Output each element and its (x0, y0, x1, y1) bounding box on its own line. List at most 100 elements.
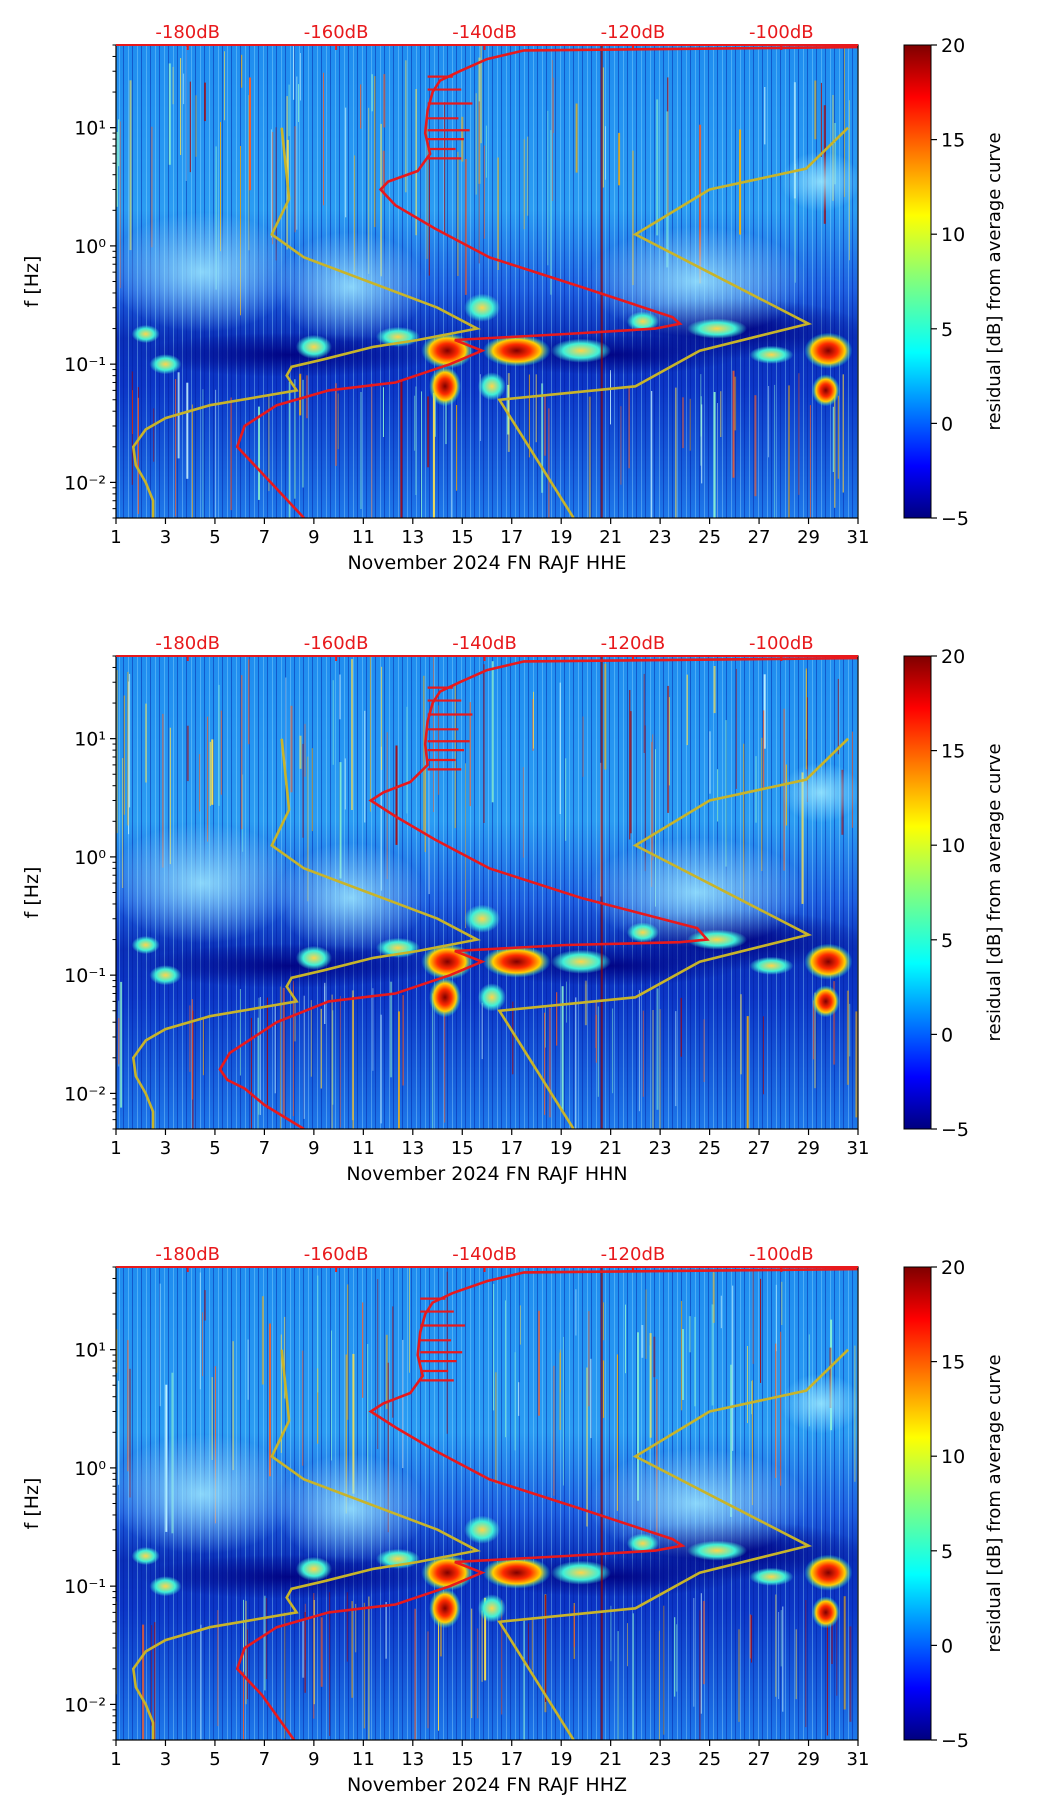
x-tick-label: 27 (748, 527, 771, 548)
heatmap-stripe (676, 1624, 678, 1692)
heatmap-stripe (224, 51, 225, 121)
x-tick-label: 29 (797, 1138, 820, 1159)
y-tick-label: 10⁻² (64, 1694, 106, 1716)
x-tick-label: 27 (748, 1749, 771, 1770)
heatmap-stripe (428, 768, 430, 895)
heatmap-hotspot (749, 1567, 794, 1586)
x-tick-label: 25 (698, 1138, 721, 1159)
heatmap-stripe (274, 1004, 276, 1094)
heatmap-stripe (282, 988, 285, 1118)
x-axis-label: November 2024 FN RAJF HHN (346, 1163, 627, 1185)
heatmap-pale-patch (587, 226, 808, 337)
average-psd-curve (218, 656, 858, 1129)
db-tick-label: -160dB (304, 633, 369, 654)
colorbar-label: residual [dB] from average curve (984, 132, 1005, 430)
heatmap-stripe (162, 713, 164, 868)
heatmap-stripe (478, 101, 480, 264)
heatmap-hotspot (626, 1533, 659, 1554)
heatmap-stripe (351, 659, 353, 810)
heatmap-stripe (831, 1609, 833, 1664)
heatmap-stripe (243, 1599, 244, 1672)
heatmap-hotspot (551, 949, 611, 974)
heatmap-stripe (352, 1353, 355, 1494)
heatmap-stripe (402, 995, 404, 1086)
heatmap-stripe (266, 997, 268, 1109)
heatmap-stripe (145, 703, 147, 783)
heatmap-pale-patch (780, 762, 858, 823)
x-axis-label: November 2024 FN RAJF HHE (347, 552, 626, 574)
heatmap-stripe (544, 395, 546, 456)
heatmap-stripe (426, 114, 428, 259)
heatmap-stripe (730, 1364, 733, 1517)
heatmap-stripe (533, 691, 534, 749)
heatmap-stripe (220, 710, 222, 795)
heatmap-hotspot (551, 1560, 611, 1585)
heatmap-stripe (363, 1602, 365, 1729)
heatmap-stripe (590, 1358, 592, 1439)
heatmap-stripe (725, 720, 727, 867)
heatmap-pale-patch (116, 212, 298, 333)
colorbar-tick-label: 0 (941, 413, 953, 435)
heatmap-stripe (732, 370, 735, 478)
heatmap-stripe (477, 1628, 479, 1719)
heatmap-stripe (329, 1592, 331, 1736)
heatmap-stripe (320, 1008, 322, 1089)
heatmap-stripe (347, 1284, 349, 1420)
heatmap-stripe (754, 395, 757, 497)
db-tick-label: -180dB (155, 22, 220, 43)
heatmap-stripe (548, 408, 550, 518)
heatmap-stripe (421, 391, 422, 518)
heatmap-stripe (604, 663, 607, 770)
heatmap-stripe (202, 1312, 203, 1377)
colorbar-tick-label: 15 (941, 1352, 965, 1374)
heatmap-stripe (514, 1352, 516, 1451)
db-tick-label: -160dB (304, 22, 369, 43)
heatmap-stripe (211, 1377, 213, 1460)
heatmap-stripe (294, 126, 296, 233)
heatmap-stripe (433, 656, 434, 812)
colorbar-tick-label: 20 (941, 1257, 965, 1279)
heatmap-stripe (239, 989, 241, 1076)
x-tick-label: 7 (259, 527, 270, 548)
heatmap-stripe (151, 1625, 153, 1726)
heatmap-stripe (760, 1278, 762, 1383)
heatmap-hotspot (687, 318, 747, 339)
heatmap-stripe (655, 749, 656, 907)
x-tick-label: 5 (209, 527, 220, 548)
heatmap-stripe (129, 673, 131, 808)
heatmap-stripe (415, 386, 417, 495)
x-tick-label: 31 (847, 527, 870, 548)
heatmap-stripe (674, 1617, 676, 1697)
y-axis-label: f [Hz] (21, 1478, 43, 1530)
db-tick-label: -160dB (304, 1244, 369, 1265)
heatmap-stripe (740, 994, 742, 1075)
heatmap-hotspot (131, 325, 160, 343)
heatmap-stripe (694, 1316, 696, 1407)
heatmap-pale-patch (587, 1448, 808, 1559)
heatmap-hotspot (477, 983, 506, 1012)
x-tick-label: 17 (500, 1138, 523, 1159)
heatmap-stripe (242, 774, 244, 852)
heatmap-stripe (245, 1600, 247, 1705)
heatmap-stripe (702, 1600, 705, 1685)
heatmap-stripe (280, 1334, 282, 1453)
heatmap-stripe (645, 1289, 647, 1359)
heatmap-stripe (123, 695, 125, 815)
heatmap-stripe (259, 997, 261, 1115)
y-tick-label: 10⁰ (74, 847, 106, 869)
heatmap-stripe (247, 1339, 249, 1400)
x-tick-label: 21 (599, 1138, 622, 1159)
heatmap-stripe (782, 1606, 784, 1712)
heatmap-stripe (752, 1271, 754, 1364)
heatmap-stripe (523, 1620, 525, 1740)
heatmap-stripe (573, 1606, 575, 1648)
heatmap-stripe (195, 95, 197, 157)
heatmap-stripe (586, 1367, 588, 1527)
heatmap-stripe (505, 1300, 506, 1438)
heatmap-stripe (450, 383, 452, 518)
heatmap-stripe (285, 677, 287, 786)
x-tick-label: 17 (500, 1749, 523, 1770)
heatmap-stripe (247, 1629, 248, 1700)
